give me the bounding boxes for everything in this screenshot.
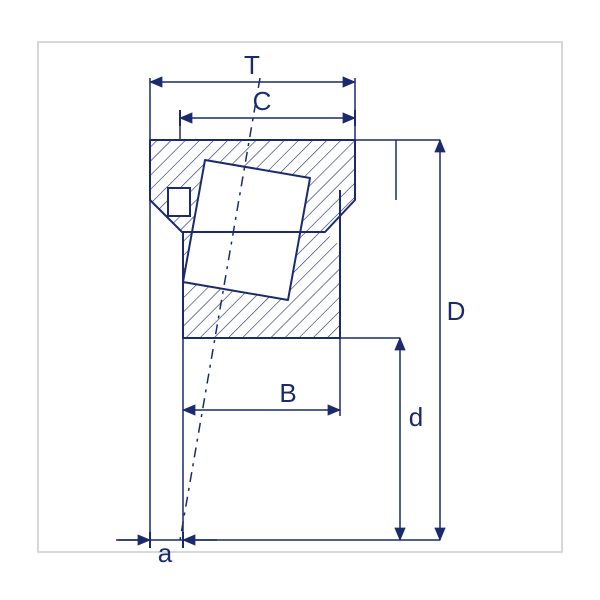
label-C: C [253,86,272,116]
hatch-fill [150,140,355,338]
diagram-canvas: T C B a D d [0,0,600,600]
label-T: T [244,50,260,80]
label-B: B [279,378,296,408]
bearing-cross-section-svg: T C B a D d [0,0,600,600]
label-D: D [447,296,466,326]
label-d: d [409,402,423,432]
label-a: a [158,538,173,568]
